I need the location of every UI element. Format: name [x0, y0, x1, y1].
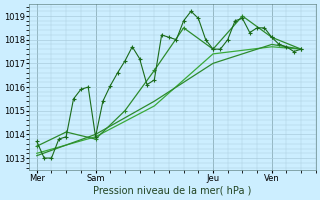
X-axis label: Pression niveau de la mer( hPa ): Pression niveau de la mer( hPa )	[93, 186, 252, 196]
